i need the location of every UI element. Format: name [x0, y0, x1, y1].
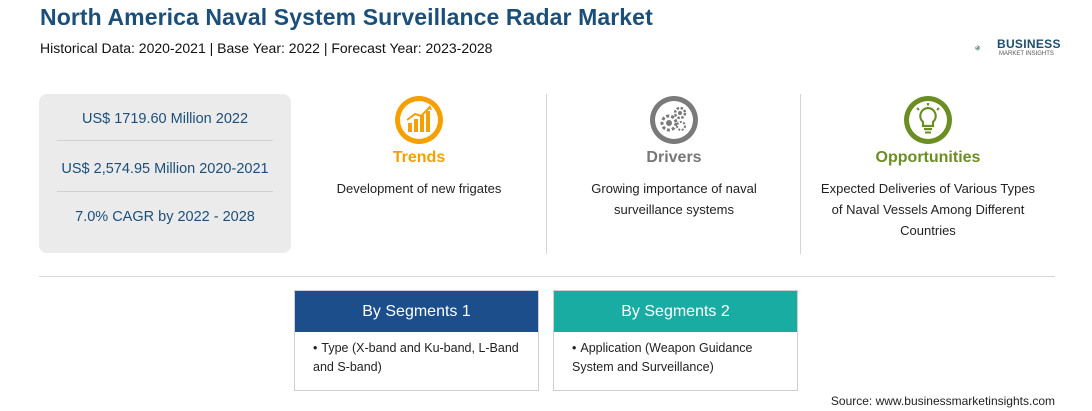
logo-wordmark: BUSINESS [997, 37, 1061, 51]
stat-divider [57, 191, 273, 192]
drivers-text: Growing importance of naval surveillance… [591, 181, 757, 217]
bullet-icon: • [572, 341, 577, 355]
segment-1-list: • Type (X-band and Ku-band, L-Band and S-… [295, 332, 538, 377]
page-title: North America Naval System Surveillance … [40, 4, 653, 30]
trends-text: Development of new frigates [336, 181, 502, 196]
drivers-title: Drivers [646, 149, 702, 166]
segment-1-header: By Segments 1 [295, 291, 538, 332]
segment-card-2: By Segments 2 • Application (Weapon Guida… [553, 290, 798, 391]
opportunities-text: Expected Deliveries of Various Types of … [820, 181, 1036, 238]
segment-2-list: • Application (Weapon Guidance System and… [554, 332, 797, 377]
column-divider [546, 94, 547, 254]
stat-cagr: 7.0% CAGR by 2022 - 2028 [75, 209, 255, 225]
business-market-insights-logo [975, 45, 981, 51]
trends-title: Trends [392, 149, 446, 166]
lightbulb-icon [904, 96, 952, 144]
stat-market-size-2022: US$ 1719.60 Million 2022 [81, 111, 249, 127]
opportunities-title: Opportunities [875, 149, 981, 166]
logo-tagline: MARKET INSIGHTS [999, 51, 1054, 57]
segment-2-header: By Segments 2 [554, 291, 797, 332]
gears-icon [650, 96, 698, 144]
market-stats-panel: US$ 1719.60 Million 2022 US$ 2,574.95 Mi… [39, 94, 291, 253]
stat-divider [57, 140, 273, 141]
column-divider [800, 94, 801, 254]
page-subtitle: Historical Data: 2020-2021 | Base Year: … [40, 40, 493, 56]
stat-market-size-historical: US$ 2,574.95 Million 2020-2021 [61, 161, 269, 177]
segment-1-item: Type (X-band and Ku-band, L-Band and S-b… [313, 341, 519, 374]
section-divider [39, 276, 1055, 277]
segment-card-1: By Segments 1 • Type (X-band and Ku-band,… [294, 290, 539, 391]
trend-chart-icon [395, 96, 443, 144]
segment-2-item: Application (Weapon Guidance System and … [572, 341, 753, 374]
source-credit: Source: www.businessmarketinsights.com [830, 394, 1055, 408]
bullet-icon: • [313, 341, 318, 355]
